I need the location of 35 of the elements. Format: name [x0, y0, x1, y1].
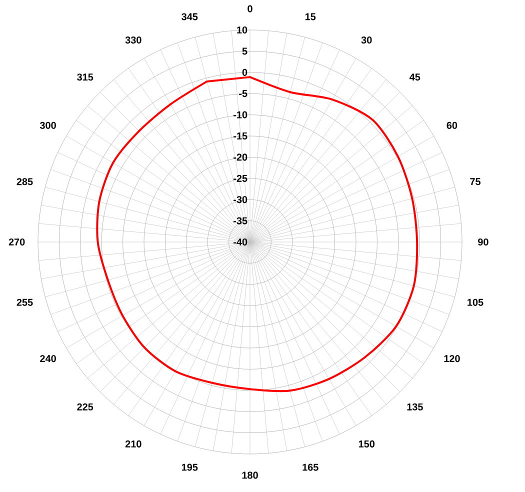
y-tick-label: -25	[234, 174, 248, 182]
spoke-label: 300	[40, 122, 56, 129]
y-tick-label: -5	[239, 90, 248, 98]
spoke-label: 255	[16, 298, 33, 306]
spoke-label: 285	[16, 178, 33, 186]
spoke-label: 90	[478, 238, 488, 246]
spoke-label: 270	[8, 238, 25, 246]
spoke-label: 195	[182, 464, 198, 471]
spoke-label: 330	[125, 36, 142, 44]
spoke-label: 240	[40, 355, 56, 362]
spoke-label: 150	[358, 440, 375, 448]
spoke-label: 165	[302, 464, 318, 471]
spoke-label: 30	[361, 36, 372, 44]
y-tick-label: -15	[234, 132, 248, 140]
spoke-label: 315	[77, 74, 94, 81]
spoke-label: 210	[125, 440, 142, 448]
spoke-label: 345	[182, 13, 198, 20]
spoke-label: 75	[470, 178, 481, 186]
spoke-label: 120	[444, 355, 460, 362]
y-tick-label: -35	[234, 217, 248, 224]
y-tick-label: 10	[237, 26, 248, 34]
spoke-label: 135	[407, 403, 423, 410]
y-tick-label: 0	[242, 68, 248, 76]
spoke-label: 105	[468, 298, 484, 306]
y-tick-label: 5	[242, 48, 248, 55]
y-tick-label: -30	[234, 196, 248, 204]
spoke-label: 180	[242, 472, 258, 479]
spoke-label: 225	[77, 403, 94, 410]
spoke-label: 15	[305, 13, 316, 20]
y-tick-label: -40	[234, 238, 248, 246]
spoke-label: 60	[446, 122, 458, 129]
y-tick-label: -20	[234, 154, 248, 161]
spoke-label: 0	[248, 5, 252, 12]
y-tick-label: -10	[234, 111, 248, 118]
spoke-label: 45	[410, 74, 420, 81]
